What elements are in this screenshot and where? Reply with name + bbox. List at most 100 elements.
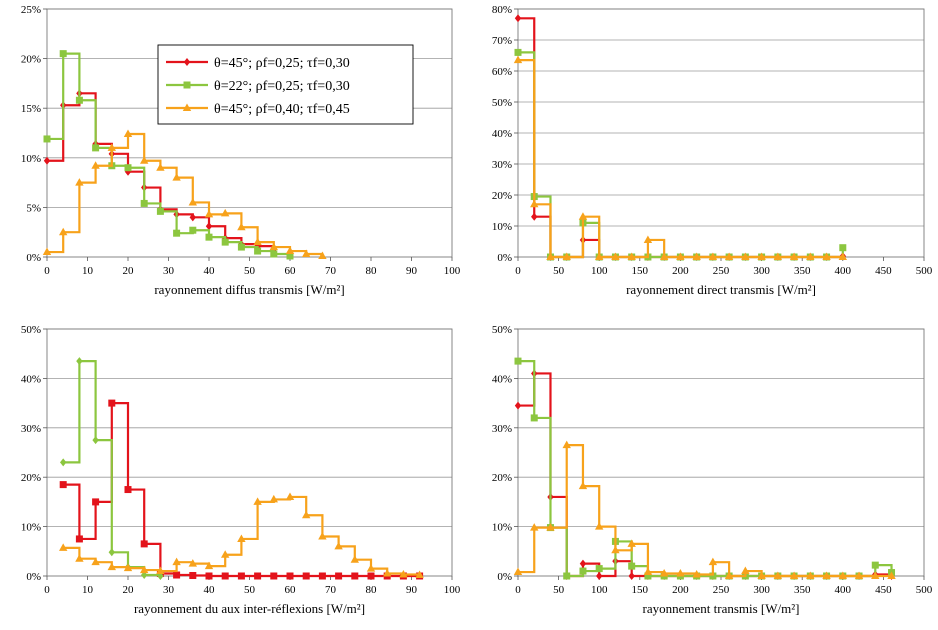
data-point: [270, 572, 278, 580]
data-point: [530, 523, 539, 531]
data-point: [692, 570, 701, 578]
x-tick-label: 0: [515, 584, 521, 596]
data-point: [871, 561, 879, 569]
data-point: [237, 222, 246, 231]
x-axis-label: rayonnement diffus transmis [W/m²]: [154, 282, 344, 297]
y-tick-label: 70%: [492, 35, 512, 47]
data-point: [286, 252, 294, 260]
x-axis-label: rayonnement du aux inter-réflexions [W/m…: [134, 601, 365, 616]
data-point: [286, 572, 294, 580]
data-point: [806, 571, 815, 579]
data-point: [189, 572, 197, 580]
x-tick-label: 400: [835, 265, 852, 277]
data-point: [628, 562, 636, 570]
data-point: [254, 247, 262, 255]
y-tick-label: 50%: [492, 97, 512, 109]
x-tick-label: 450: [875, 265, 892, 277]
y-tick-label: 0%: [26, 252, 41, 264]
data-point: [514, 357, 522, 365]
y-tick-label: 5%: [26, 202, 41, 214]
x-tick-label: 20: [123, 265, 135, 277]
series-2: [59, 492, 424, 579]
data-point: [530, 414, 538, 422]
data-point: [237, 534, 246, 542]
data-point: [514, 401, 522, 410]
series-line: [518, 443, 892, 578]
data-point: [285, 492, 295, 500]
chart-direct-transmitted: 0% 10% 20% 30% 40% 50% 60% 70% 80% 0 50 100 150 200 25…: [492, 4, 933, 297]
data-point: [839, 244, 847, 252]
data-point: [659, 252, 669, 260]
data-point: [530, 199, 539, 208]
x-tick-label: 30: [163, 265, 175, 277]
data-point: [59, 543, 68, 551]
y-tick-label: 40%: [21, 373, 41, 385]
data-point: [60, 458, 67, 467]
y-tick-label: 10%: [492, 221, 512, 233]
data-point: [221, 208, 230, 217]
legend-marker: [183, 58, 191, 66]
x-tick-label: 70: [325, 584, 337, 596]
chart-total-transmitted: 0% 10% 20% 30% 40% 50% 0 50 100 150 200 250 300 350 40…: [492, 324, 933, 616]
data-point: [43, 135, 51, 143]
x-tick-label: 250: [713, 265, 730, 277]
series-2: [42, 129, 327, 260]
series-2: [513, 55, 847, 260]
data-point: [205, 222, 213, 231]
data-point: [140, 156, 149, 164]
x-tick-label: 50: [553, 265, 565, 277]
data-point: [42, 247, 52, 256]
y-tick-label: 30%: [492, 423, 512, 435]
y-tick-label: 50%: [492, 324, 512, 336]
y-tick-label: 40%: [492, 373, 512, 385]
y-tick-label: 20%: [492, 472, 512, 484]
data-point: [123, 563, 133, 572]
y-tick-label: 20%: [21, 54, 41, 66]
data-point: [188, 197, 197, 206]
data-point: [76, 357, 83, 366]
legend-marker: [182, 103, 192, 111]
series-1: [60, 357, 164, 580]
data-point: [172, 557, 181, 566]
data-point: [643, 235, 653, 243]
x-tick-label: 60: [285, 265, 297, 277]
x-tick-label: 100: [444, 584, 461, 596]
y-tick-label: 0%: [497, 571, 512, 583]
data-point: [75, 96, 83, 104]
x-tick-label: 50: [244, 584, 256, 596]
legend-marker: [183, 81, 191, 89]
x-axis-label: rayonnement transmis [W/m²]: [643, 601, 800, 616]
data-point: [399, 570, 408, 578]
data-point: [285, 246, 295, 255]
data-point: [188, 559, 197, 567]
x-tick-label: 80: [366, 265, 378, 277]
data-point: [562, 252, 571, 260]
legend: θ=45°; ρf=0,25; τf=0,30 θ=22°; ρf=0,25; τ…: [157, 44, 414, 125]
data-point: [108, 548, 115, 557]
x-tick-label: 150: [632, 584, 649, 596]
data-point: [644, 572, 652, 580]
data-point: [708, 557, 718, 566]
x-tick-label: 300: [753, 584, 770, 596]
series-line: [47, 132, 324, 257]
data-point: [318, 572, 326, 580]
data-point: [611, 252, 620, 260]
series-2: [513, 440, 896, 579]
legend-entry: θ=45°; ρf=0,25; τf=0,30: [214, 56, 350, 71]
data-point: [269, 242, 278, 251]
data-point: [822, 571, 831, 579]
data-point: [335, 572, 343, 580]
x-tick-label: 100: [444, 265, 461, 277]
data-point: [221, 238, 229, 246]
x-tick-label: 500: [916, 584, 933, 596]
data-point: [254, 572, 262, 580]
data-point: [789, 252, 799, 260]
data-point: [838, 252, 847, 260]
data-point: [611, 545, 620, 554]
data-point: [124, 164, 132, 172]
data-point: [773, 252, 783, 260]
x-tick-label: 10: [82, 584, 94, 596]
data-point: [887, 571, 896, 579]
data-point: [595, 252, 604, 260]
data-point: [627, 539, 636, 547]
